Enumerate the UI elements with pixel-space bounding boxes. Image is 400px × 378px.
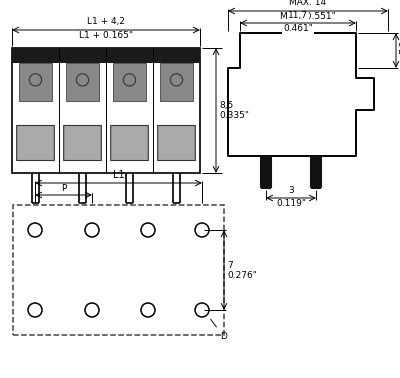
Polygon shape	[228, 33, 374, 156]
Bar	[261, 156, 271, 188]
Text: 0.119": 0.119"	[276, 199, 306, 208]
FancyBboxPatch shape	[111, 125, 148, 161]
Text: L1: L1	[113, 170, 124, 180]
Text: MAX. 14: MAX. 14	[290, 0, 326, 7]
Text: 8,5: 8,5	[219, 101, 233, 110]
Text: MAX. 0.551": MAX. 0.551"	[280, 12, 336, 21]
Text: 0.276": 0.276"	[227, 271, 257, 279]
Bar	[113, 63, 146, 101]
Text: D: D	[211, 319, 227, 341]
Bar	[311, 156, 321, 188]
Text: 7,8: 7,8	[399, 39, 400, 54]
Text: 0.335": 0.335"	[219, 111, 249, 120]
Text: 3: 3	[288, 186, 294, 195]
Text: P: P	[61, 184, 66, 193]
FancyBboxPatch shape	[64, 125, 101, 161]
Bar	[66, 63, 99, 101]
Bar	[19, 63, 52, 101]
Text: 0.461": 0.461"	[283, 24, 313, 33]
Bar	[13, 205, 224, 335]
Bar	[160, 63, 193, 101]
FancyBboxPatch shape	[17, 125, 54, 161]
Text: L1 + 4,2: L1 + 4,2	[87, 17, 125, 26]
Text: L1 + 0.165": L1 + 0.165"	[79, 31, 133, 40]
FancyBboxPatch shape	[158, 125, 195, 161]
Bar	[12, 48, 200, 173]
Bar	[12, 48, 200, 63]
Text: 11,7: 11,7	[288, 11, 308, 20]
Text: 7: 7	[227, 260, 233, 270]
